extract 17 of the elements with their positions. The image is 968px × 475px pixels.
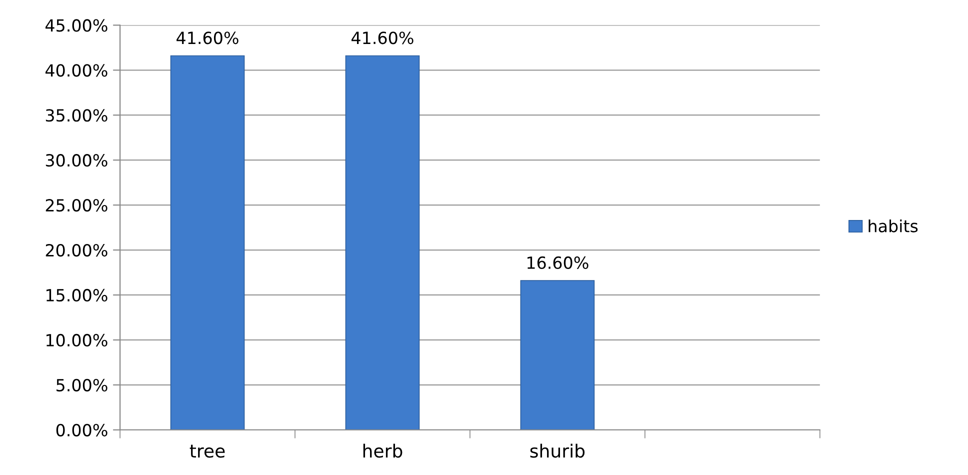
x-tick-label: tree (190, 444, 225, 458)
x-tick-label: herb (363, 444, 402, 458)
y-tick-label: 0.00% (56, 424, 108, 436)
y-tick-label: 25.00% (46, 199, 108, 212)
data-label: 16.60% (528, 256, 588, 270)
x-tick-label: shurib (530, 444, 585, 458)
y-tick-label: 15.00% (46, 288, 108, 302)
data-label: 41.60% (352, 32, 414, 44)
y-tick-label: 30.00% (46, 154, 108, 167)
y-tick-label: 10.00% (46, 334, 108, 347)
y-tick-label: 45.00% (45, 19, 108, 32)
y-tick-label: 5.00% (56, 378, 108, 392)
y-tick-label: 35.00% (46, 109, 108, 122)
y-tick-label: 40.00% (45, 64, 108, 77)
legend-label: habits (868, 219, 918, 232)
y-tick-label: 20.00% (46, 244, 108, 257)
data-label: 41.60% (176, 32, 238, 44)
